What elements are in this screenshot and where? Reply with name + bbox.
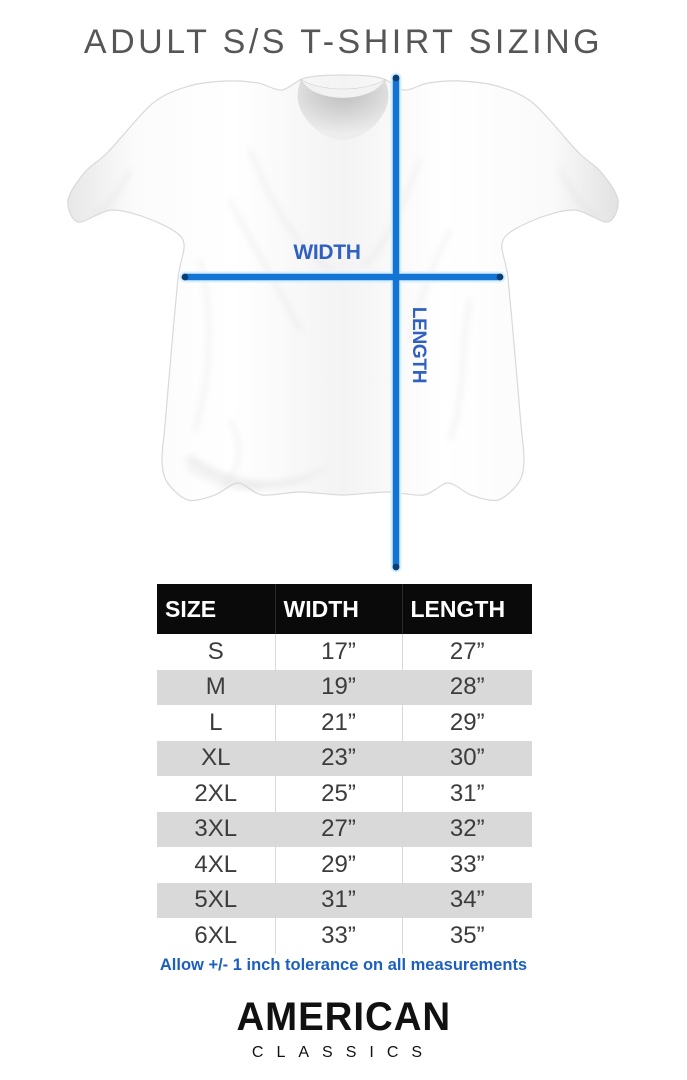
svg-text:LENGTH: LENGTH xyxy=(408,307,429,383)
svg-text:WIDTH: WIDTH xyxy=(293,241,360,264)
